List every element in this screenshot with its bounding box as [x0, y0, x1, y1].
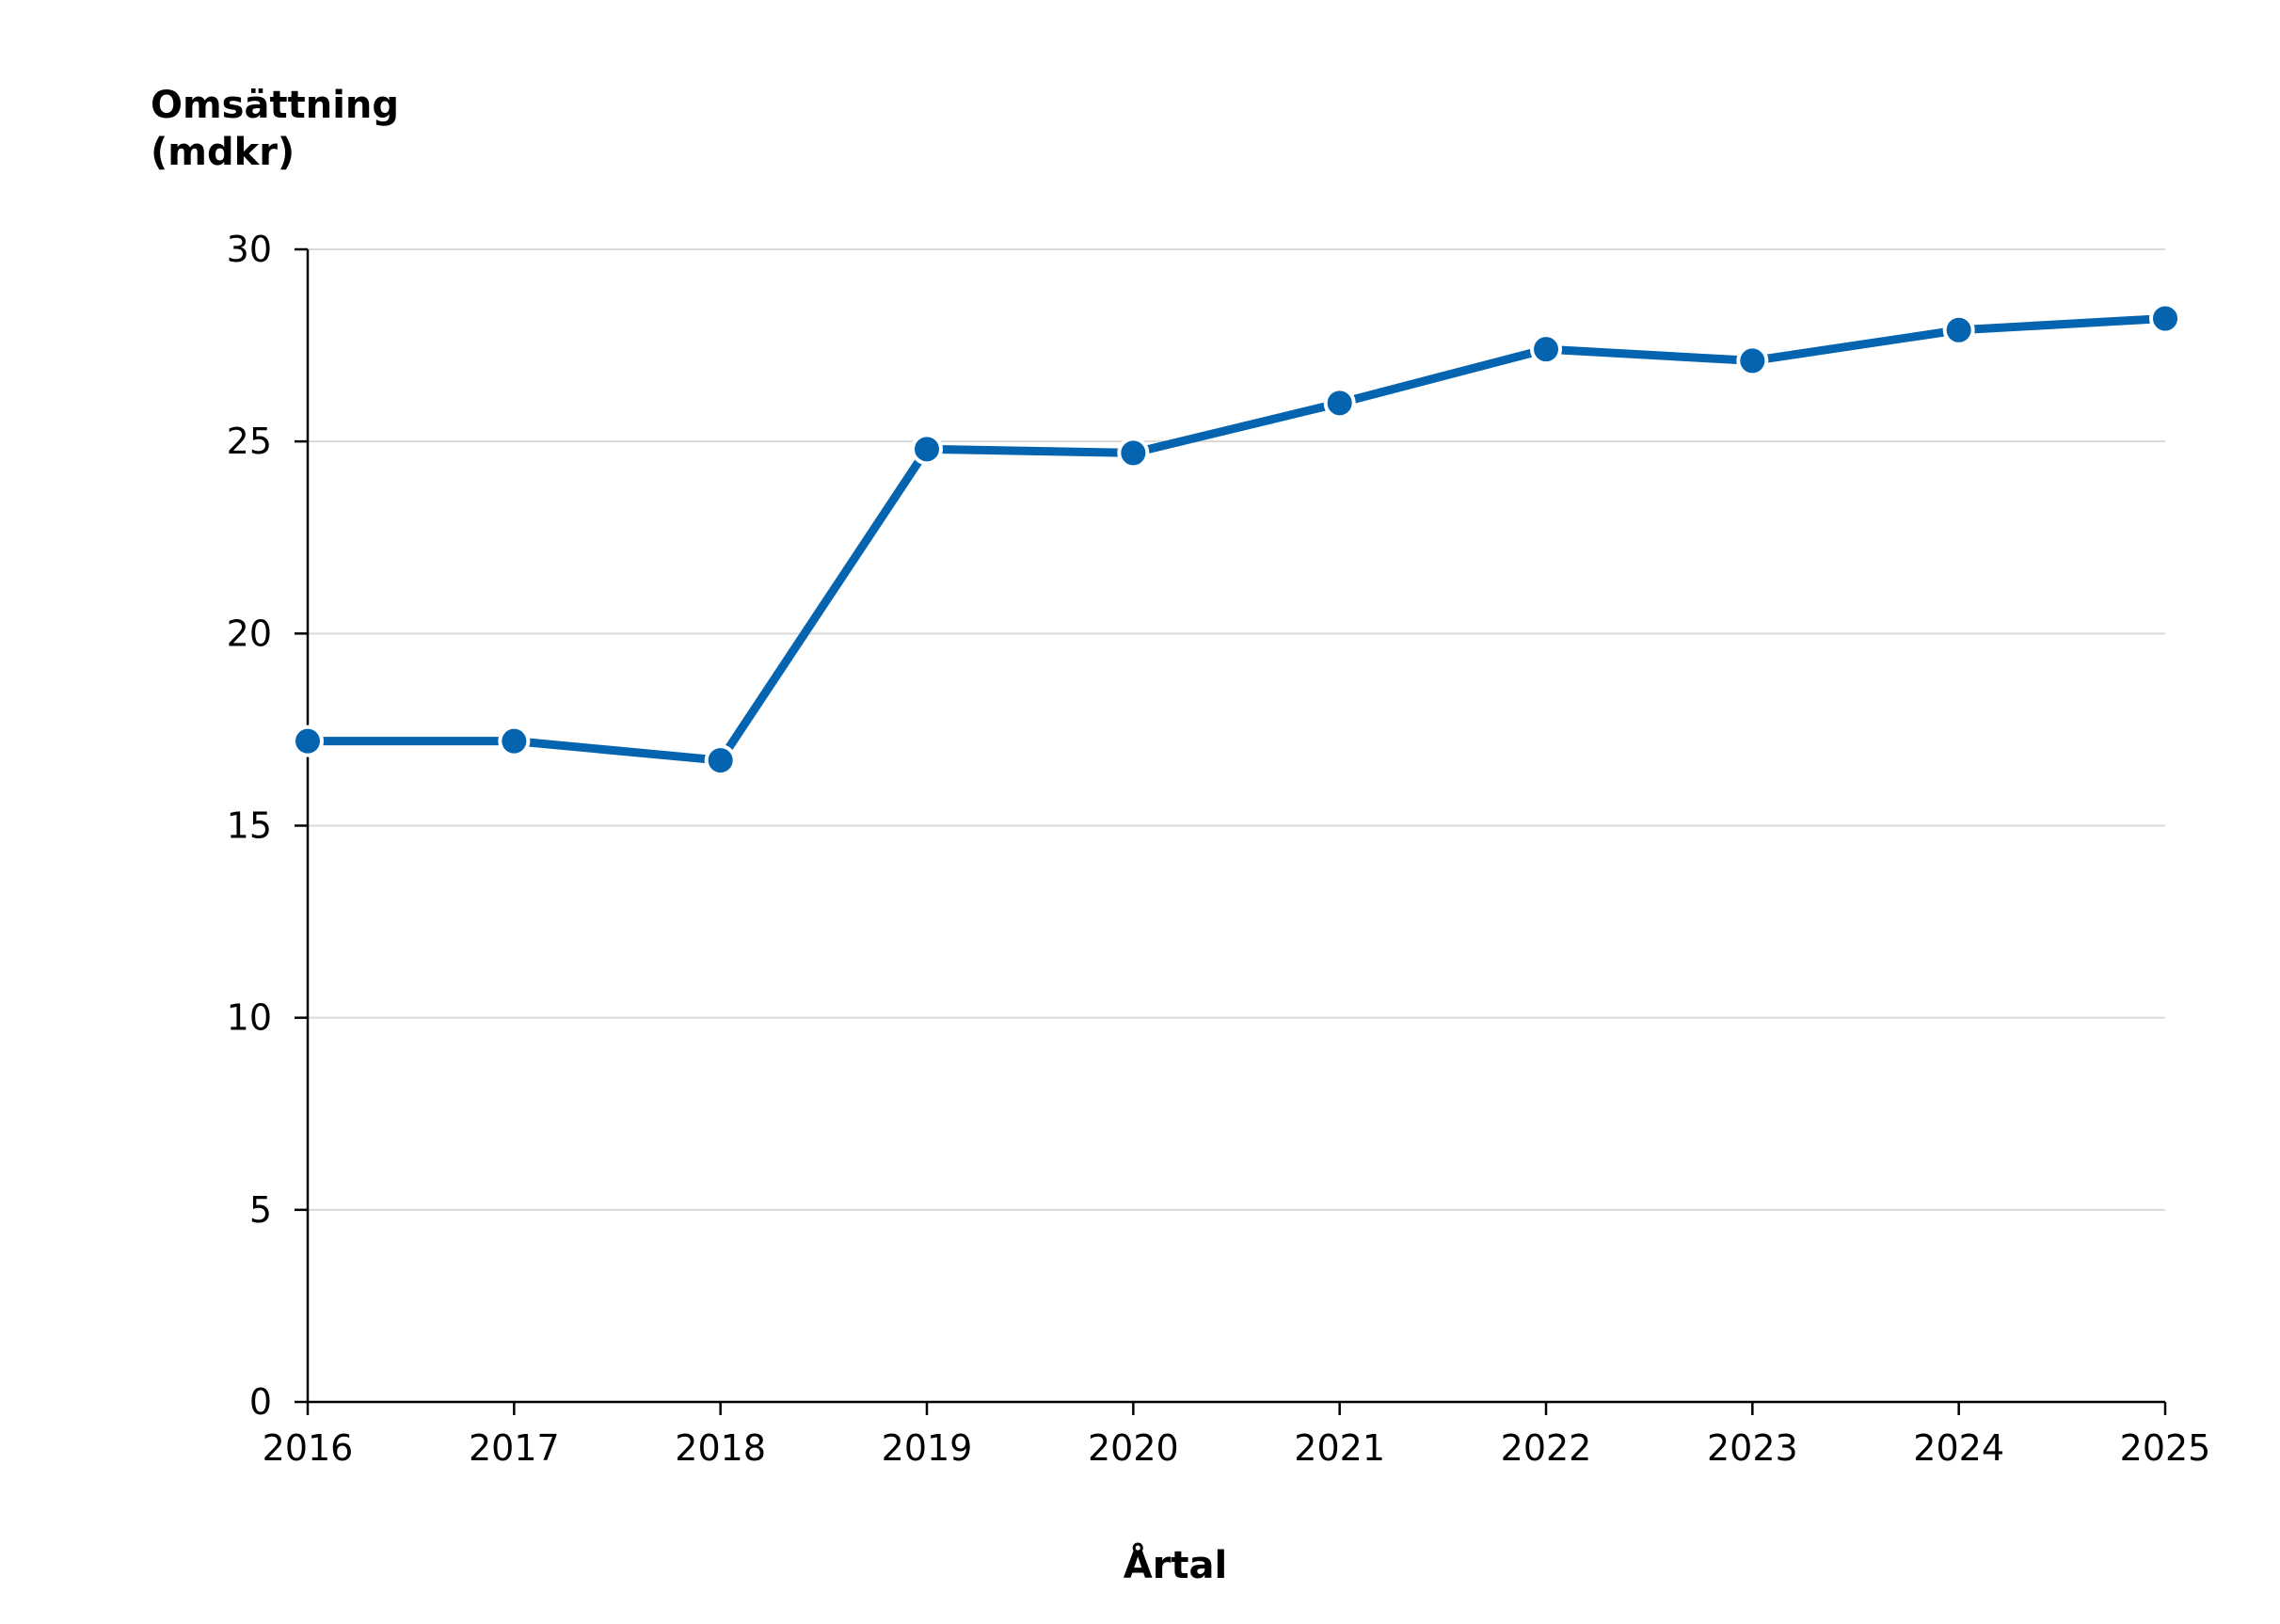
x-tick-label-2020: 2020	[1088, 1427, 1179, 1469]
data-point-2017	[498, 724, 531, 757]
x-tick-label-2019: 2019	[882, 1427, 973, 1469]
x-tick-label-2024: 2024	[1913, 1427, 2004, 1469]
x-tick-label-2016: 2016	[263, 1427, 354, 1469]
y-tick-label-25: 25	[227, 421, 272, 462]
y-tick-label-0: 0	[249, 1381, 272, 1423]
x-axis-label: Årtal	[1124, 1541, 1228, 1587]
data-point-2019	[911, 433, 943, 466]
data-point-2022	[1530, 333, 1562, 366]
data-point-2018	[704, 744, 737, 777]
series-layer	[303, 314, 2170, 765]
y-axis-label-line-2: (mdkr)	[151, 131, 295, 174]
y-tick-label-5: 5	[249, 1189, 272, 1231]
y-tick-label-30: 30	[227, 229, 272, 270]
y-tick-label-15: 15	[227, 805, 272, 847]
data-point-2016	[292, 724, 324, 757]
gridlines	[308, 248, 2165, 1211]
data-point-2021	[1323, 387, 1356, 420]
markers	[292, 302, 2181, 777]
x-tick-label-2023: 2023	[1707, 1427, 1798, 1469]
x-tick-label-2017: 2017	[469, 1427, 560, 1469]
y-axis-label-line-1: Omsättning	[151, 84, 399, 127]
series-line-0	[303, 314, 2170, 765]
x-tick-label-2025: 2025	[2120, 1427, 2211, 1469]
x-tick-label-2022: 2022	[1501, 1427, 1592, 1469]
data-point-2024	[1942, 313, 1975, 346]
x-ticks: 2016 2017 2018 2019 2020 2021 2022 2023 2024 2025	[263, 1402, 2211, 1469]
y-tick-label-10: 10	[227, 997, 272, 1039]
x-tick-label-2021: 2021	[1294, 1427, 1385, 1469]
data-point-2023	[1736, 344, 1769, 377]
y-tick-label-20: 20	[227, 613, 272, 654]
data-point-2025	[2149, 302, 2181, 335]
x-tick-label-2018: 2018	[675, 1427, 766, 1469]
data-point-2020	[1117, 437, 1150, 470]
y-ticks: 0 5 10 15 20 25 30	[227, 229, 308, 1423]
